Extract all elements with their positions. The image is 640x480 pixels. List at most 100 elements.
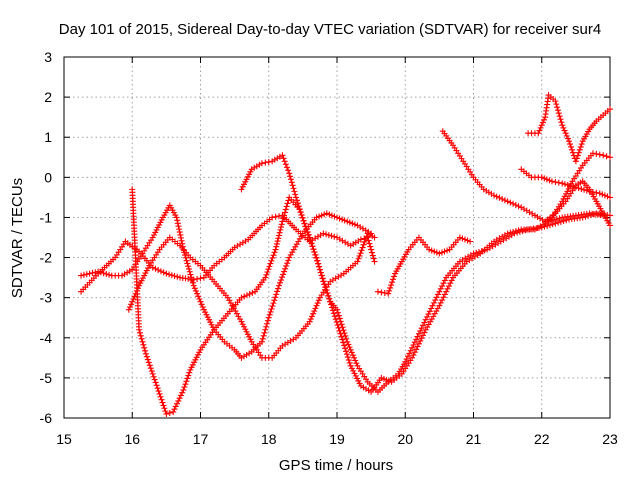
data-point bbox=[409, 344, 416, 351]
data-point bbox=[150, 373, 157, 380]
data-point bbox=[308, 313, 315, 320]
data-point bbox=[365, 237, 372, 244]
data-point bbox=[391, 273, 398, 280]
data-point bbox=[263, 271, 270, 278]
data-point bbox=[572, 158, 579, 165]
data-point bbox=[334, 322, 341, 329]
data-point bbox=[470, 250, 477, 257]
data-point bbox=[325, 232, 332, 239]
data-point bbox=[314, 300, 321, 307]
data-point bbox=[441, 291, 448, 298]
data-point bbox=[264, 268, 271, 275]
data-point bbox=[289, 249, 296, 256]
y-tick-label: -5 bbox=[40, 370, 53, 386]
data-point bbox=[292, 191, 299, 198]
data-point bbox=[265, 266, 272, 273]
data-point bbox=[585, 212, 592, 219]
data-point bbox=[159, 399, 166, 406]
data-point bbox=[555, 219, 562, 226]
x-tick-label: 20 bbox=[397, 431, 413, 447]
data-point bbox=[511, 230, 518, 237]
data-point bbox=[176, 395, 183, 402]
data-point bbox=[306, 318, 313, 325]
data-point bbox=[342, 332, 349, 339]
data-point bbox=[324, 290, 331, 297]
y-tick-label: 3 bbox=[44, 49, 52, 65]
data-point bbox=[541, 175, 548, 182]
data-point bbox=[339, 336, 346, 343]
series-track-10 bbox=[542, 178, 613, 229]
data-point bbox=[310, 310, 317, 317]
data-point bbox=[543, 176, 550, 183]
data-point bbox=[290, 246, 297, 253]
data-point bbox=[322, 284, 329, 291]
data-point bbox=[307, 237, 314, 244]
data-point bbox=[436, 250, 443, 257]
data-point bbox=[296, 235, 303, 242]
data-point bbox=[341, 217, 348, 224]
data-point bbox=[344, 354, 351, 361]
data-point bbox=[335, 324, 342, 331]
data-point bbox=[284, 200, 291, 207]
data-point bbox=[106, 271, 113, 278]
y-tick-labels: -6 -5 -4 -3 -2 -1 0 1 2 3 bbox=[40, 49, 53, 426]
data-point bbox=[78, 272, 85, 279]
data-point bbox=[304, 229, 311, 236]
data-point bbox=[307, 316, 314, 323]
data-point bbox=[418, 325, 425, 332]
data-point bbox=[560, 218, 567, 225]
data-point bbox=[362, 236, 369, 243]
data-point bbox=[512, 202, 519, 209]
data-point bbox=[537, 124, 544, 131]
data-point bbox=[447, 280, 454, 287]
data-point bbox=[273, 240, 280, 247]
data-point bbox=[539, 119, 546, 126]
y-tick-label: -6 bbox=[40, 410, 53, 426]
data-point bbox=[418, 335, 425, 342]
data-point bbox=[288, 179, 295, 186]
data-point bbox=[311, 308, 318, 315]
data-point bbox=[360, 241, 367, 248]
data-point bbox=[160, 269, 167, 276]
data-point bbox=[604, 193, 611, 200]
data-point bbox=[556, 113, 563, 120]
data-point bbox=[316, 263, 323, 270]
data-point bbox=[293, 197, 300, 204]
data-point bbox=[413, 346, 420, 353]
data-point bbox=[352, 357, 359, 364]
data-point bbox=[439, 297, 446, 304]
data-point bbox=[559, 180, 566, 187]
data-point bbox=[577, 143, 584, 150]
data-point bbox=[155, 266, 162, 273]
data-point bbox=[176, 229, 183, 236]
data-point bbox=[144, 356, 151, 363]
data-point bbox=[295, 238, 302, 245]
data-point bbox=[269, 214, 276, 221]
data-point bbox=[264, 317, 271, 324]
data-point bbox=[262, 274, 269, 281]
data-point bbox=[80, 271, 87, 278]
data-point bbox=[175, 397, 182, 404]
data-point bbox=[344, 218, 351, 225]
data-point bbox=[185, 372, 192, 379]
data-point bbox=[546, 177, 553, 184]
data-point bbox=[320, 230, 327, 237]
data-point bbox=[353, 360, 360, 367]
data-point bbox=[275, 235, 282, 242]
data-point bbox=[426, 308, 433, 315]
data-point bbox=[475, 248, 482, 255]
x-tick-label: 18 bbox=[261, 431, 277, 447]
data-point bbox=[554, 107, 561, 114]
data-point bbox=[603, 153, 610, 160]
data-point bbox=[321, 281, 328, 288]
data-point bbox=[269, 254, 276, 261]
series-track-9 bbox=[525, 92, 613, 165]
data-point bbox=[422, 316, 429, 323]
data-point bbox=[356, 252, 363, 259]
data-point bbox=[285, 197, 292, 204]
data-point bbox=[574, 152, 581, 159]
x-tick-label: 15 bbox=[56, 431, 72, 447]
data-point bbox=[178, 237, 185, 244]
data-point bbox=[139, 338, 146, 345]
data-point bbox=[417, 327, 424, 334]
